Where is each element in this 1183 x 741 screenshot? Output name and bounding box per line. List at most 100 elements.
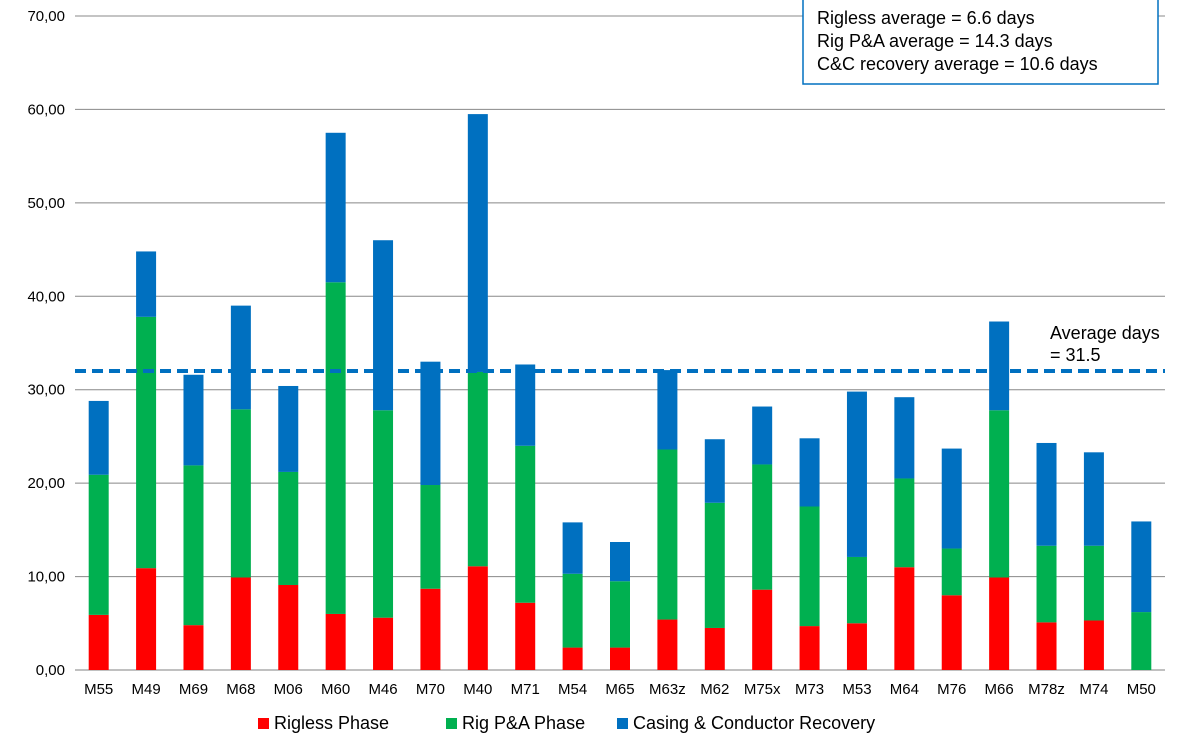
bar-segment-casing-conductor <box>230 305 251 410</box>
x-tick-label: M63z <box>649 681 686 698</box>
bar-segment-rig-pa <box>657 449 678 620</box>
bar-segment-rig-pa <box>799 506 820 627</box>
x-tick-label: M50 <box>1127 681 1156 698</box>
bar-segment-casing-conductor <box>515 364 536 446</box>
bar-segment-rigless <box>278 584 299 670</box>
x-tick-label: M06 <box>274 681 303 698</box>
average-label-line-2: = 31.5 <box>1050 345 1101 365</box>
bar-segment-casing-conductor <box>704 439 725 503</box>
x-tick-label: M54 <box>558 681 587 698</box>
averages-annotation-box: Rigless average = 6.6 days Rig P&A avera… <box>802 0 1159 85</box>
bar-segment-rigless <box>230 577 251 670</box>
bar-segment-casing-conductor <box>752 406 773 465</box>
bar-segment-rig-pa <box>467 371 488 567</box>
y-tick-label: 50,00 <box>27 195 65 212</box>
legend-label: Casing & Conductor Recovery <box>633 713 875 733</box>
x-tick-label: M53 <box>842 681 871 698</box>
bar-segment-rigless <box>136 568 157 670</box>
x-tick-label: M76 <box>937 681 966 698</box>
bar-segment-rigless <box>894 567 915 670</box>
bar-segment-casing-conductor <box>88 400 109 475</box>
bar-segment-rigless <box>610 647 630 670</box>
bar-segment-casing-conductor <box>1036 442 1057 546</box>
bar-segment-casing-conductor <box>610 542 630 582</box>
bar-segment-rig-pa <box>846 556 867 624</box>
bar-segment-casing-conductor <box>799 438 820 507</box>
bar-segment-rig-pa <box>1131 612 1152 670</box>
bar-segment-rig-pa <box>373 410 394 618</box>
legend-item: Rig P&A Phase <box>446 713 585 733</box>
x-tick-label: M71 <box>511 681 540 698</box>
y-tick-label: 20,00 <box>27 475 65 492</box>
bar-segment-casing-conductor <box>183 374 204 466</box>
legend-item: Casing & Conductor Recovery <box>617 713 875 733</box>
bar-segment-casing-conductor <box>467 114 488 372</box>
bar-segment-rigless <box>467 566 488 670</box>
x-tick-label: M69 <box>179 681 208 698</box>
legend-swatch <box>258 718 269 729</box>
legend: Rigless Phase Rig P&A Phase Casing & Condu… <box>258 713 875 733</box>
bar-segment-rigless <box>373 617 394 670</box>
bar-segment-rig-pa <box>515 445 536 603</box>
bar-segment-rig-pa <box>230 409 251 578</box>
x-tick-label: M49 <box>131 681 160 698</box>
bar-segment-rigless <box>846 623 867 670</box>
bar-segment-casing-conductor <box>657 370 678 450</box>
gridlines <box>75 15 1165 671</box>
bar-segment-casing-conductor <box>136 251 157 317</box>
y-tick-label: 10,00 <box>27 569 65 586</box>
bar-segment-rigless <box>704 627 725 670</box>
x-tick-label: M73 <box>795 681 824 698</box>
bar-segment-rigless <box>183 625 204 670</box>
x-tick-label: M75x <box>744 681 781 698</box>
y-axis-ticks: 0,00 10,00 20,00 30,00 40,00 50,00 60,00 70,00 <box>27 8 65 679</box>
bar-segment-rig-pa <box>752 464 773 590</box>
bar-segment-rig-pa <box>420 485 441 589</box>
annotation-line-cc: C&C recovery average = 10.6 days <box>817 54 1098 74</box>
bar-segment-casing-conductor <box>562 522 583 574</box>
bar-segment-rigless <box>420 588 441 670</box>
x-tick-label: M55 <box>84 681 113 698</box>
annotation-line-rigless: Rigless average = 6.6 days <box>817 8 1035 28</box>
bar-segment-rig-pa <box>88 474 109 615</box>
bar-segment-casing-conductor <box>989 321 1010 411</box>
y-tick-label: 70,00 <box>27 8 65 25</box>
annotation-border <box>802 0 1159 85</box>
bar-segment-rig-pa <box>941 548 962 596</box>
bar-segment-rig-pa <box>704 502 725 628</box>
x-tick-label: M64 <box>890 681 919 698</box>
bar-segment-casing-conductor <box>420 361 441 486</box>
bar-segment-rig-pa <box>183 465 204 626</box>
bar-segment-rigless <box>562 647 583 670</box>
y-tick-label: 60,00 <box>27 101 65 118</box>
x-tick-label: M40 <box>463 681 492 698</box>
bar-segment-casing-conductor <box>894 397 915 479</box>
y-tick-label: 40,00 <box>27 288 65 305</box>
bar-segment-rig-pa <box>1036 545 1057 623</box>
bar-segment-rig-pa <box>278 471 299 585</box>
bar-segment-rigless <box>88 614 109 670</box>
bar-segment-rigless <box>989 577 1010 670</box>
bar-segment-rig-pa <box>1083 545 1104 621</box>
x-tick-label: M65 <box>605 681 634 698</box>
x-tick-label: M66 <box>985 681 1014 698</box>
bars <box>88 114 1152 670</box>
bar-segment-rigless <box>325 613 346 670</box>
bar-segment-rigless <box>657 619 678 670</box>
bar-segment-rig-pa <box>136 316 157 569</box>
bar-segment-rig-pa <box>894 478 915 568</box>
bar-segment-rigless <box>941 595 962 670</box>
y-tick-label: 30,00 <box>27 382 65 399</box>
bar-segment-rig-pa <box>610 581 630 648</box>
y-tick-label: 0,00 <box>36 662 65 679</box>
average-line-group: Average days = 31.5 <box>75 323 1165 374</box>
x-tick-label: M62 <box>700 681 729 698</box>
bar-segment-rigless <box>1083 620 1104 670</box>
x-tick-label: M68 <box>226 681 255 698</box>
legend-swatch <box>617 718 628 729</box>
average-label-line-1: Average days <box>1050 323 1160 343</box>
bar-segment-rig-pa <box>325 282 346 614</box>
bar-segment-casing-conductor <box>1083 452 1104 546</box>
bar-segment-rigless <box>515 602 536 670</box>
